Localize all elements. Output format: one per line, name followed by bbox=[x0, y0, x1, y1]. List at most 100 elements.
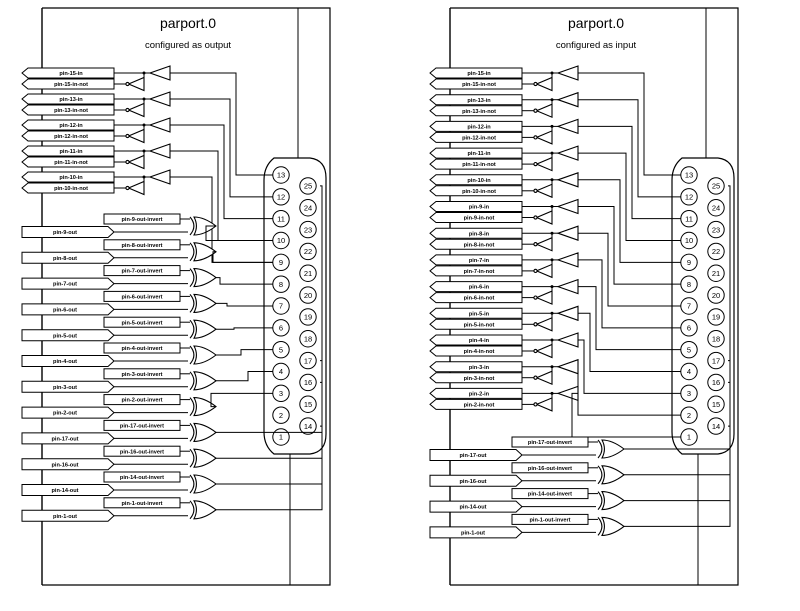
pin-in-flag bbox=[429, 94, 523, 106]
inverter-gate bbox=[535, 397, 553, 412]
wire-to-pin bbox=[578, 232, 681, 307]
wire-to-pin bbox=[578, 339, 681, 394]
connector-pin-circle bbox=[707, 308, 725, 326]
inverter-gate bbox=[535, 236, 553, 252]
xor-gate bbox=[193, 242, 217, 262]
inverter-gate bbox=[535, 103, 553, 119]
connector-pin-circle bbox=[299, 417, 317, 435]
pin-out-flag-label: pin-3-out bbox=[53, 385, 77, 391]
connector-pin-number: 15 bbox=[712, 400, 720, 409]
pin-out-invert-box-label: pin-17-out-invert bbox=[528, 440, 572, 446]
connector-pin-number: 16 bbox=[304, 378, 312, 387]
pin-out-flag bbox=[21, 226, 115, 238]
pin-in-flag bbox=[21, 145, 115, 157]
pin-in-flag-label: pin-2-in bbox=[469, 392, 490, 398]
pin-in-flag-label: pin-10-in bbox=[59, 175, 83, 181]
pin-in-flag-not-label: pin-10-in-not bbox=[462, 189, 496, 195]
inverter-gate-bubble bbox=[533, 188, 538, 193]
connector-pin-number: 7 bbox=[279, 302, 283, 311]
buffer-gate bbox=[148, 169, 171, 185]
pin-in-flag-label: pin-12-in bbox=[59, 123, 83, 129]
buffer-gate bbox=[556, 305, 579, 322]
xor-gate bbox=[193, 397, 217, 417]
buffer-gate bbox=[148, 91, 171, 107]
wire-to-pin bbox=[578, 152, 681, 241]
buffer-gate bbox=[556, 278, 579, 295]
connector-pin-number: 13 bbox=[277, 171, 285, 180]
connector-pin-circle bbox=[707, 242, 725, 261]
buffer-gate bbox=[148, 143, 171, 159]
wire-to-pin bbox=[216, 371, 273, 382]
pin-in-flag-label: pin-6-in bbox=[469, 285, 490, 291]
pin-out-flag-label: pin-8-out bbox=[53, 256, 77, 262]
xor-gate-arc bbox=[189, 423, 195, 442]
buffer-gate bbox=[556, 118, 579, 135]
pin-out-flag bbox=[21, 277, 115, 290]
pin-in-flag-label: pin-9-in bbox=[469, 205, 490, 211]
pin-in-flag-not bbox=[429, 265, 523, 277]
pin-out-invert-box-label: pin-17-out-invert bbox=[120, 424, 164, 430]
wire-to-pin bbox=[216, 349, 273, 356]
connector-pin-circle bbox=[299, 286, 317, 304]
xor-gate-arc bbox=[189, 345, 195, 365]
pin-in-flag bbox=[21, 119, 115, 131]
connector-pin-number: 17 bbox=[304, 356, 312, 365]
pin-in-flag-not bbox=[429, 131, 523, 143]
buffer-gate bbox=[556, 225, 579, 241]
pin-in-flag-label: pin-13-in bbox=[467, 98, 491, 104]
inverter-gate bbox=[535, 210, 553, 225]
connector-pin-number: 3 bbox=[687, 389, 691, 398]
xor-gate-arc bbox=[597, 517, 603, 536]
connector-pin-number: 24 bbox=[712, 203, 720, 212]
pin-in-flag bbox=[429, 361, 523, 373]
pin-in-flag bbox=[429, 147, 523, 159]
wire-to-pin bbox=[216, 185, 323, 511]
inverter-gate-bubble bbox=[533, 215, 538, 220]
connector-pin-number: 7 bbox=[687, 302, 691, 311]
pin-in-flag-label: pin-11-in bbox=[468, 151, 492, 157]
pin-in-flag-not bbox=[21, 156, 115, 168]
inverter-gate bbox=[127, 76, 145, 92]
pin-in-flag-not-label: pin-11-in-not bbox=[54, 160, 88, 166]
pin-in-flag bbox=[429, 67, 523, 79]
pin-in-flag-not-label: pin-8-in-not bbox=[464, 242, 495, 248]
pin-in-flag bbox=[21, 67, 115, 79]
pin-in-flag-not-label: pin-5-in-not bbox=[464, 322, 495, 328]
wire-to-pin bbox=[624, 185, 731, 527]
wire-to-pin bbox=[210, 392, 273, 408]
db25-connector bbox=[671, 157, 735, 455]
inverter-gate-bubble bbox=[125, 81, 130, 87]
pin-in-flag-not bbox=[429, 318, 523, 330]
inverter-gate bbox=[127, 128, 145, 144]
xor-gate bbox=[193, 319, 217, 339]
xor-gate-arc bbox=[189, 242, 195, 262]
connector-pin-circle bbox=[707, 351, 725, 370]
pin-out-flag bbox=[21, 380, 115, 393]
inverter-gate bbox=[535, 156, 553, 172]
pin-out-flag-label: pin-6-out bbox=[53, 308, 77, 314]
pin-in-flag-not bbox=[429, 345, 523, 357]
connector-pin-number: 14 bbox=[712, 422, 720, 431]
inverter-gate bbox=[535, 370, 553, 386]
wire-to-pin bbox=[578, 206, 681, 285]
connector-pin-number: 17 bbox=[712, 356, 720, 365]
pin-in-flag bbox=[429, 120, 523, 132]
pin-in-flag bbox=[429, 254, 523, 266]
pin-out-invert-box-label: pin-7-out-invert bbox=[121, 269, 162, 275]
pin-in-flag-not bbox=[21, 130, 115, 142]
pin-out-flag-label: pin-1-out bbox=[53, 514, 77, 520]
connector-pin-number: 9 bbox=[279, 258, 283, 267]
pin-in-flag bbox=[21, 93, 115, 105]
pin-in-flag-not-label: pin-7-in-not bbox=[464, 269, 495, 275]
xor-gate bbox=[193, 345, 217, 365]
pin-out-flag bbox=[21, 406, 115, 419]
pin-in-flag-not bbox=[429, 292, 523, 304]
connector-pin-circle bbox=[299, 395, 317, 413]
xor-gate bbox=[193, 216, 217, 236]
pin-in-flag bbox=[429, 174, 523, 186]
pin-out-flag bbox=[429, 526, 523, 539]
pin-in-flag-label: pin-8-in bbox=[469, 231, 490, 237]
